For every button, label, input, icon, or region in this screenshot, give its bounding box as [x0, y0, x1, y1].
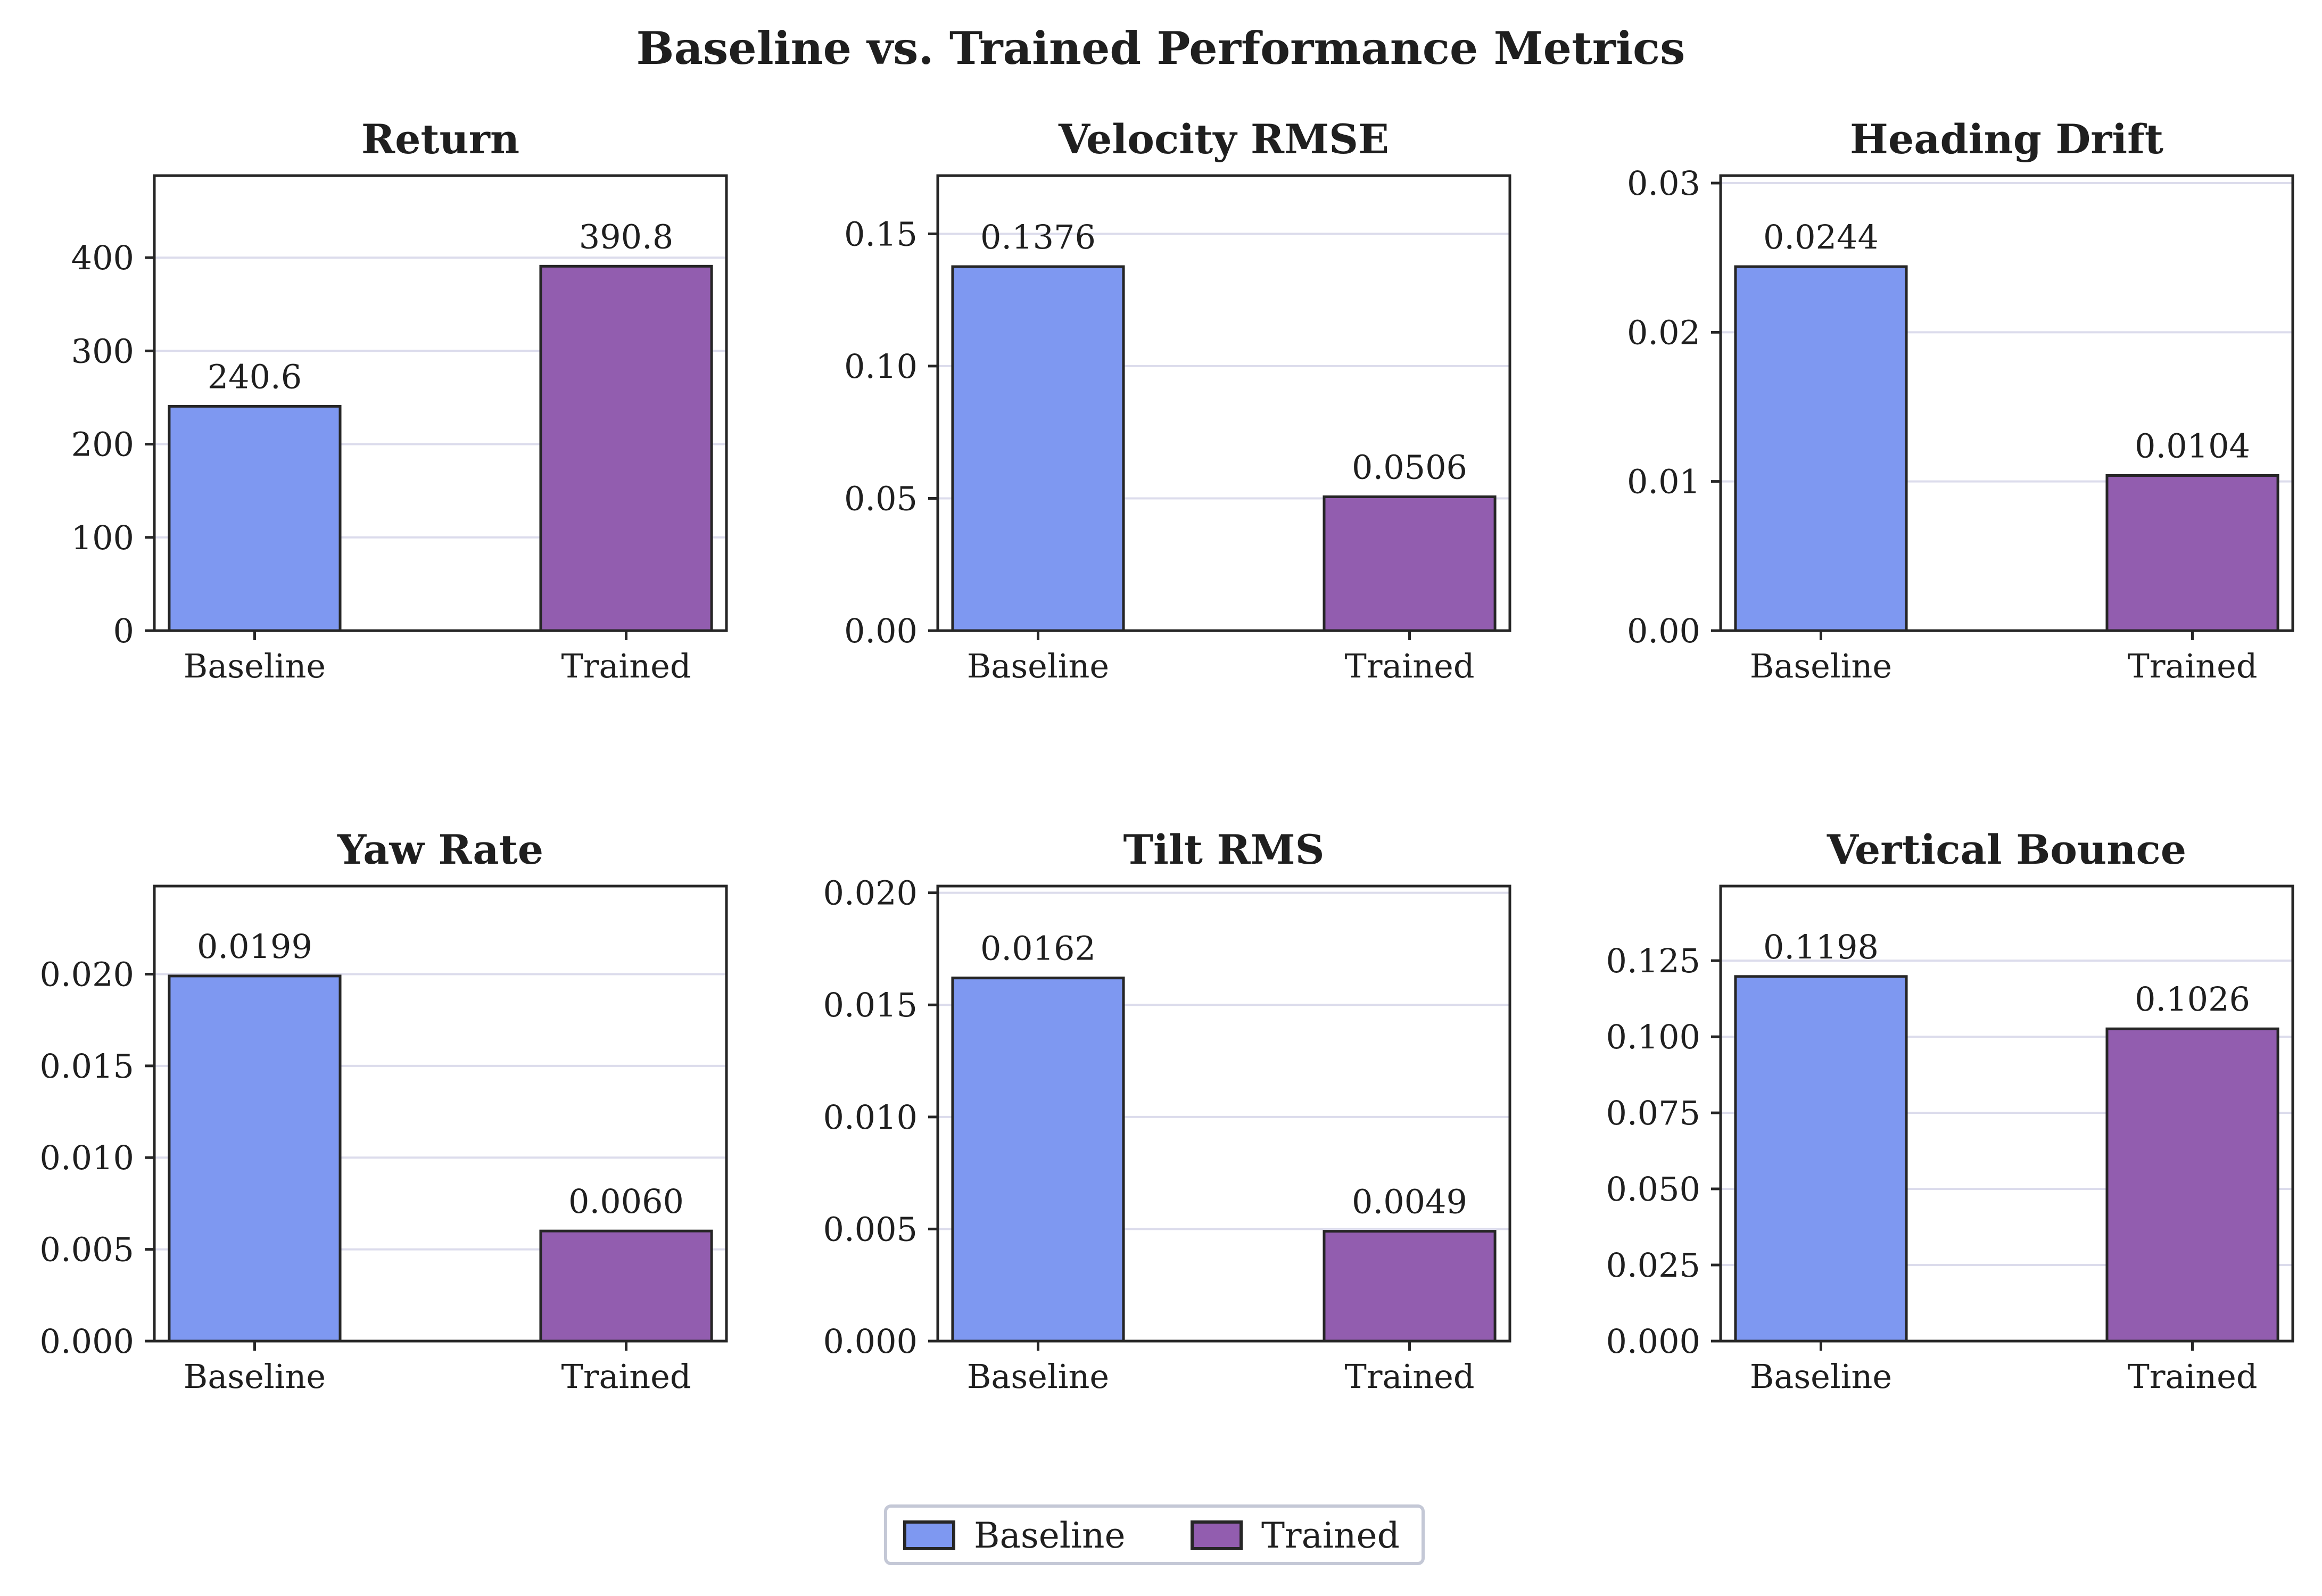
bar-value-label: 0.0104	[2135, 426, 2250, 465]
y-tick-label: 0.025	[1606, 1246, 1701, 1285]
y-tick-label: 0.10	[844, 347, 918, 386]
y-tick-label: 0.010	[823, 1098, 918, 1137]
legend-frame	[884, 1504, 1425, 1565]
axes-frame	[936, 174, 1511, 632]
panel-title: Heading Drift	[1850, 115, 2163, 163]
y-tick-label: 0.000	[1606, 1322, 1701, 1361]
y-tick-label: 100	[71, 518, 134, 557]
y-tick-label: 300	[71, 332, 134, 370]
bar-baseline	[168, 974, 342, 1343]
panel-title: Velocity RMSE	[1058, 115, 1389, 163]
bar-baseline	[951, 265, 1125, 632]
y-tick-label: 0.00	[844, 611, 918, 650]
bar-value-label: 240.6	[208, 357, 302, 396]
chart-panel-yaw-rate: 0.0199 Baseline 0.0060 Trained 0.000 0.005 0.0…	[40, 826, 728, 1396]
y-tick-label: 0.020	[40, 955, 135, 994]
y-tick-label: 0.020	[823, 874, 918, 913]
y-tick-label: 400	[71, 238, 134, 277]
y-tick-label: 0.005	[40, 1230, 135, 1269]
x-tick-label: Trained	[1344, 1357, 1474, 1396]
y-tick-label: 0.050	[1606, 1170, 1701, 1209]
bar-baseline	[951, 977, 1125, 1343]
y-tick-label: 0.075	[1606, 1094, 1701, 1132]
bar-trained	[1323, 495, 1497, 632]
legend: Baseline Trained	[884, 1504, 1425, 1565]
axes-frame	[153, 174, 728, 632]
x-tick-label: Baseline	[1750, 1357, 1892, 1396]
axes-frame	[1719, 174, 2294, 632]
x-tick-label: Trained	[2127, 647, 2257, 685]
y-tick-label: 0.000	[823, 1322, 918, 1361]
y-tick-label: 0.15	[844, 214, 918, 253]
bar-value-label: 0.0049	[1352, 1182, 1467, 1221]
legend-swatch-trained	[1191, 1520, 1243, 1550]
legend-label-baseline: Baseline	[974, 1515, 1126, 1556]
bar-value-label: 0.0060	[568, 1182, 684, 1221]
panel-title: Tilt RMS	[1123, 826, 1324, 873]
y-tick-label: 200	[71, 425, 134, 464]
chart-panel-vertical-bounce: 0.1198 Baseline 0.1026 Trained 0.000 0.025 0.0…	[1606, 826, 2294, 1396]
x-tick-label: Baseline	[184, 647, 326, 685]
bar-value-label: 0.0244	[1763, 218, 1879, 257]
chart-panel-velocity-rmse: 0.1376 Baseline 0.0506 Trained 0.00 0.05 0.10 0…	[844, 115, 1511, 685]
bar-trained	[539, 264, 713, 632]
x-tick-label: Trained	[561, 1357, 691, 1396]
bar-value-label: 390.8	[579, 217, 674, 256]
bar-value-label: 0.1026	[2135, 980, 2250, 1019]
bar-trained	[539, 1229, 713, 1343]
y-tick-label: 0.015	[40, 1047, 135, 1086]
bar-value-label: 0.1376	[980, 218, 1096, 257]
chart-panel-tilt-rms: 0.0162 Baseline 0.0049 Trained 0.000 0.005 0.0…	[823, 826, 1511, 1396]
panel-title: Vertical Bounce	[1827, 826, 2186, 873]
y-tick-label: 0.125	[1606, 941, 1701, 980]
chart-panel-return: 240.6 Baseline 390.8 Trained 0 100 200 300 400 Re…	[71, 115, 728, 685]
x-tick-label: Baseline	[967, 1357, 1109, 1396]
legend-swatch-baseline	[903, 1520, 955, 1550]
panel-title: Return	[361, 115, 519, 163]
y-tick-label: 0	[113, 611, 134, 650]
y-tick-label: 0.02	[1627, 313, 1700, 352]
axes-frame	[1719, 884, 2294, 1343]
bar-trained	[2105, 1027, 2279, 1343]
x-tick-label: Baseline	[184, 1357, 326, 1396]
bar-value-label: 0.0506	[1352, 448, 1467, 486]
bar-trained	[1323, 1230, 1497, 1343]
y-tick-label: 0.005	[823, 1210, 918, 1248]
x-tick-label: Trained	[2127, 1357, 2257, 1396]
bar-value-label: 0.0162	[980, 929, 1096, 968]
x-tick-label: Trained	[1344, 647, 1474, 685]
x-tick-label: Trained	[561, 647, 691, 685]
y-tick-label: 0.01	[1627, 462, 1700, 501]
y-tick-label: 0.05	[844, 479, 918, 518]
x-tick-label: Baseline	[1750, 647, 1892, 685]
bar-baseline	[1734, 265, 1908, 632]
bar-value-label: 0.1198	[1763, 928, 1879, 966]
panel-title: Yaw Rate	[337, 826, 543, 873]
y-tick-label: 0.03	[1627, 164, 1700, 203]
figure-title: Baseline vs. Trained Performance Metrics	[637, 22, 1685, 75]
axes-frame	[153, 884, 728, 1343]
y-tick-label: 0.010	[40, 1138, 135, 1177]
chart-panel-heading-drift: 0.0244 Baseline 0.0104 Trained 0.00 0.01 0.02 0…	[1627, 115, 2294, 685]
bar-trained	[2105, 474, 2279, 632]
axes-frame	[936, 884, 1511, 1343]
bar-baseline	[168, 404, 342, 632]
y-tick-label: 0.000	[40, 1322, 135, 1361]
bar-baseline	[1734, 975, 1908, 1343]
legend-label-trained: Trained	[1261, 1515, 1400, 1556]
y-tick-label: 0.015	[823, 986, 918, 1024]
x-tick-label: Baseline	[967, 647, 1109, 685]
bar-value-label: 0.0199	[197, 927, 312, 966]
y-tick-label: 0.00	[1627, 611, 1700, 650]
chart-panels: 240.6 Baseline 390.8 Trained 0 100 200 300 400 Re…	[40, 115, 2294, 1396]
y-tick-label: 0.100	[1606, 1018, 1701, 1056]
